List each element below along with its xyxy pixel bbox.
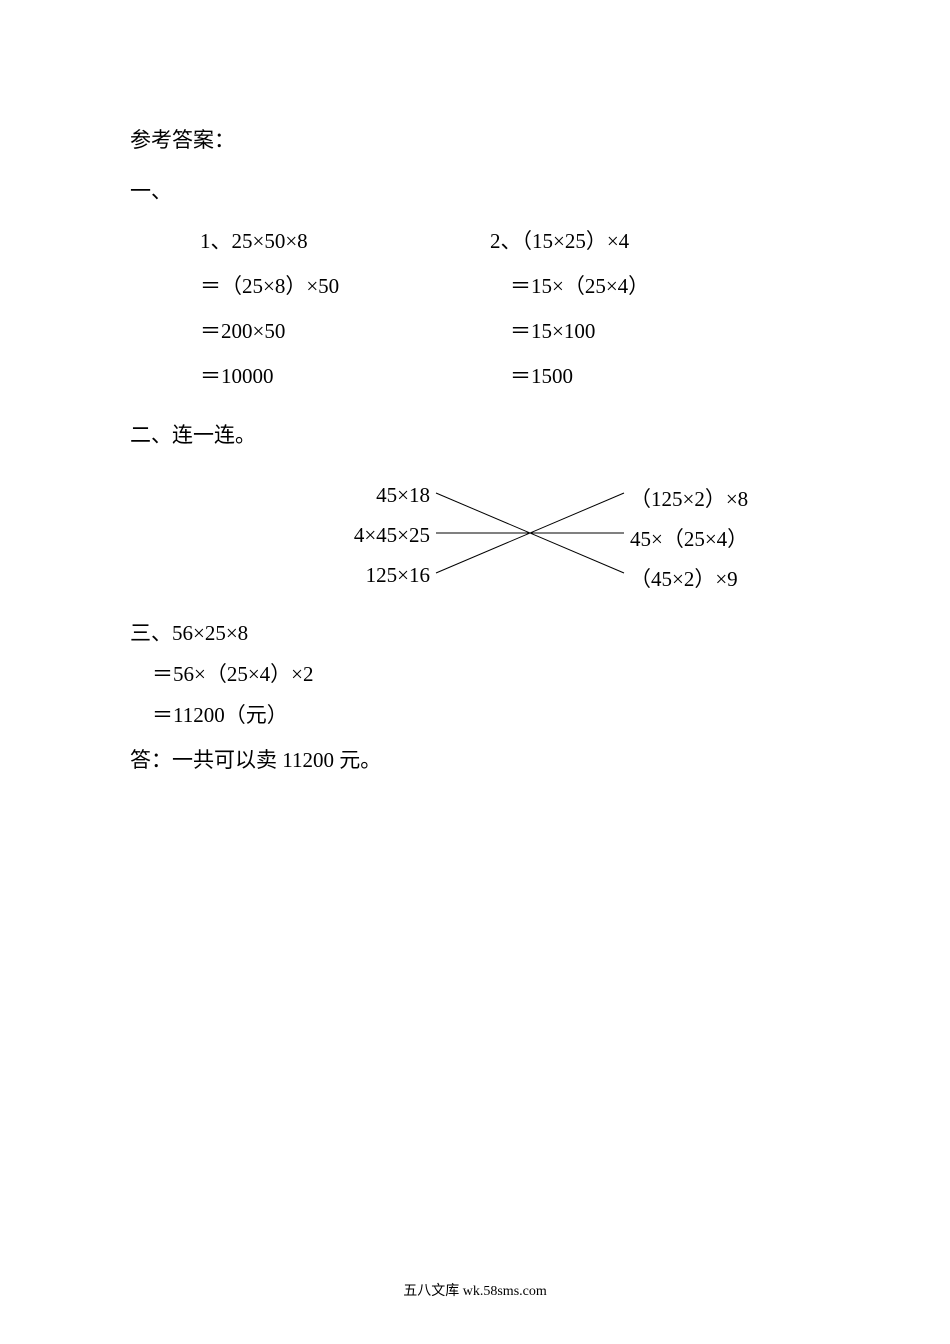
match-right-item: （125×2）×8 [630,483,748,513]
matching-diagram: 45×18 4×45×25 125×16 （125×2）×8 45×（25×4） （45×… [130,475,820,605]
page: 参考答案： 一、 1、25×50×8 ＝（25×8）×50 ＝200×50 ＝1… [0,0,950,1344]
section-1-columns: 1、25×50×8 ＝（25×8）×50 ＝200×50 ＝10000 2、（1… [200,231,820,411]
expr-line: ＝15×（25×4） [510,276,750,297]
match-right-item: （45×2）×9 [630,563,738,593]
page-footer: 五八文库 wk.58sms.com [0,1280,950,1300]
section-1-col-right: 2、（15×25）×4 ＝15×（25×4） ＝15×100 ＝1500 [490,231,750,411]
section-3-heading: 三、56×25×8 [130,623,820,644]
expr-line: ＝1500 [510,366,750,387]
match-left-item: 45×18 [376,483,430,508]
section-1-col-left: 1、25×50×8 ＝（25×8）×50 ＝200×50 ＝10000 [200,231,490,411]
expr-line: 1、25×50×8 [200,231,490,252]
answers-heading: 参考答案： [130,130,820,151]
match-left-item: 125×16 [366,563,430,588]
section-2-heading: 二、连一连。 [130,419,820,449]
expr-line: ＝10000 [200,366,490,387]
expr-line: ＝15×100 [510,321,750,342]
section-1-heading: 一、 [130,175,820,205]
expr-line: 2、（15×25）×4 [490,231,750,252]
expr-line: ＝200×50 [200,321,490,342]
section-3-answer: 答：一共可以卖 11200 元。 [130,750,820,771]
expr-line: ＝11200（元） [152,705,820,726]
expr-line: ＝56×（25×4）×2 [152,664,820,685]
match-left-item: 4×45×25 [354,523,430,548]
expr-line: ＝（25×8）×50 [200,276,490,297]
match-right-item: 45×（25×4） [630,523,748,553]
